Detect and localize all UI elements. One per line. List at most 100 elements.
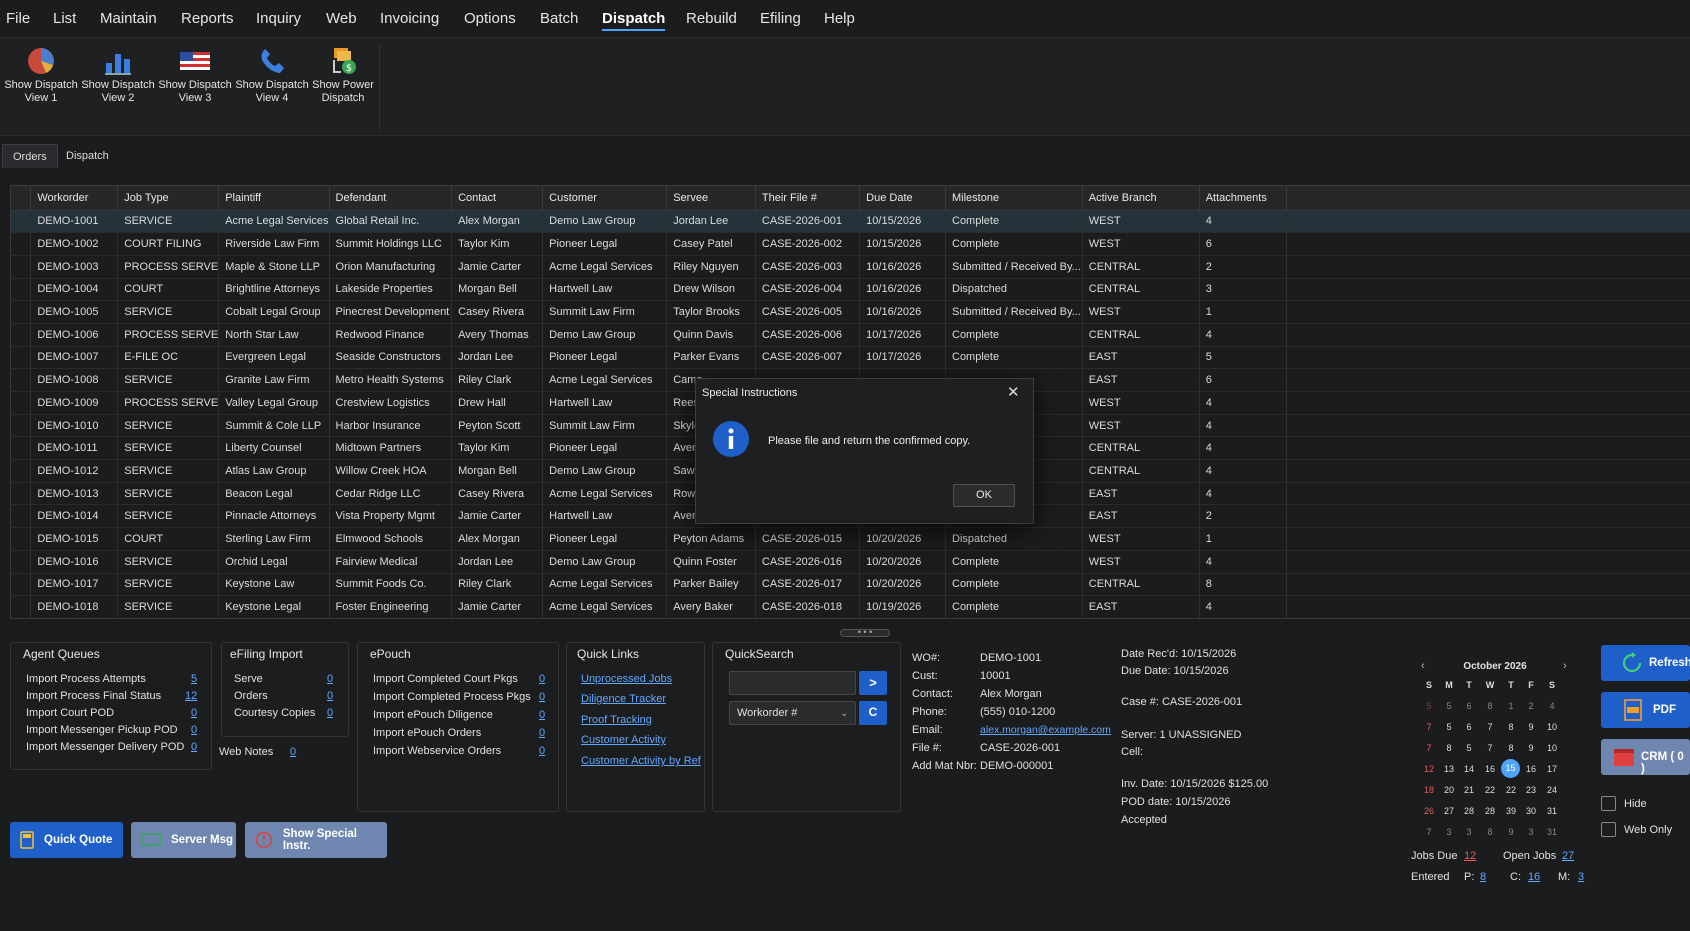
calendar-day[interactable]: 22 [1505,785,1516,795]
calendar-day[interactable]: 9 [1528,743,1534,753]
calendar-day[interactable]: 6 [1466,722,1472,732]
queue-count[interactable]: 5 [191,673,198,685]
calendar-prev-button[interactable]: ‹ [1421,660,1425,672]
calendar-day[interactable]: 17 [1546,764,1557,774]
queue-count[interactable]: 0 [191,724,198,736]
row-indicator[interactable] [11,414,32,438]
menu-file[interactable]: File [6,10,31,27]
email-link[interactable]: alex.morgan@example.com [980,724,1111,736]
row-indicator[interactable] [11,323,32,347]
row-indicator[interactable] [11,232,32,256]
calendar-day[interactable]: 2 [1528,701,1534,711]
calendar-day[interactable]: 28 [1463,806,1474,816]
show-special-instr-button[interactable]: Show Special Instr. [245,822,387,858]
calendar-day[interactable]: 16 [1484,764,1495,774]
table-row[interactable]: DEMO-1003 PROCESS SERVE Maple & Stone LLP O… [11,255,1690,279]
pdf-button[interactable]: PDF [1601,692,1690,728]
calendar-day[interactable]: 30 [1525,806,1536,816]
m-count[interactable]: 3 [1578,871,1585,883]
table-row[interactable]: DEMO-1004 COURT Brightline Attorneys Lakesi… [11,278,1690,302]
calendar-day[interactable]: 3 [1466,827,1472,837]
calendar-day[interactable]: 7 [1487,743,1493,753]
calendar-day[interactable]: 9 [1508,827,1514,837]
menu-reports[interactable]: Reports [181,10,234,27]
link-customer-activity[interactable]: Customer Activity [581,734,666,746]
calendar-day[interactable]: 7 [1426,743,1432,753]
link-unprocessed-jobs[interactable]: Unprocessed Jobs [581,673,673,685]
menu-rebuild[interactable]: Rebuild [686,10,737,27]
calendar-day[interactable]: 7 [1426,827,1432,837]
table-row[interactable]: DEMO-1016 SERVICE Orchid Legal Fairview Med… [11,550,1690,574]
calendar-day[interactable]: 14 [1463,764,1474,774]
row-indicator[interactable] [11,300,32,324]
calendar-day[interactable]: 31 [1546,806,1557,816]
calendar-day[interactable]: 24 [1546,785,1557,795]
calendar-day[interactable]: 9 [1528,722,1534,732]
row-indicator[interactable] [11,278,32,302]
table-row[interactable]: DEMO-1001 SERVICE Acme Legal Services Globa… [11,210,1690,234]
efiling-count[interactable]: 0 [327,690,334,702]
column-header[interactable]: Due Date [859,186,946,211]
calendar-day[interactable]: 8 [1487,827,1493,837]
calendar-day[interactable]: 31 [1546,827,1557,837]
hide-checkbox[interactable] [1601,796,1616,811]
calendar-day[interactable]: 4 [1549,701,1555,711]
c-count[interactable]: 16 [1528,871,1541,883]
epouch-count[interactable]: 0 [539,691,546,703]
calendar-day[interactable]: 15 [1501,759,1520,778]
column-header[interactable]: Their File # [755,186,861,211]
column-header[interactable]: Contact [451,186,544,211]
calendar-day[interactable]: 28 [1484,806,1495,816]
queue-count[interactable]: 12 [185,690,198,702]
calendar-day[interactable]: 20 [1443,785,1454,795]
quick-search-go-button[interactable]: > [859,671,887,695]
table-row[interactable]: DEMO-1018 SERVICE Keystone Legal Foster Eng… [11,595,1690,618]
calendar-day[interactable]: 26 [1423,806,1434,816]
column-header[interactable]: Servee [666,186,756,211]
crm-button[interactable]: CRM ( 0 ) [1601,739,1690,775]
column-header[interactable]: Active Branch [1082,186,1200,211]
calendar-day[interactable]: 1 [1508,701,1514,711]
row-indicator[interactable] [11,346,32,370]
calendar-day[interactable]: 3 [1446,827,1452,837]
calendar-day[interactable]: 8 [1446,743,1452,753]
show-dispatch-view-3-button[interactable]: Show Dispatch View 3 [157,46,233,105]
calendar-day[interactable]: 22 [1484,785,1495,795]
row-indicator[interactable] [11,482,32,506]
panel-splitter[interactable]: • • • [840,628,890,637]
calendar-day[interactable]: 5 [1446,701,1452,711]
show-dispatch-view-2-button[interactable]: Show Dispatch View 2 [80,46,156,105]
efiling-count[interactable]: 0 [327,673,334,685]
dialog-ok-button[interactable]: OK [953,484,1015,507]
table-row[interactable]: DEMO-1010 SERVICE Summit & Cole LLP Harbor … [11,414,1690,438]
menu-list[interactable]: List [53,10,77,27]
tab-orders[interactable]: Orders [2,144,58,168]
table-row[interactable]: DEMO-1006 PROCESS SERVE North Star Law Redw… [11,323,1690,347]
link-customer-activity-by-ref[interactable]: Customer Activity by Ref [581,755,701,767]
row-indicator[interactable] [11,459,32,483]
calendar-day[interactable]: 5 [1466,743,1472,753]
row-indicator[interactable] [11,368,32,392]
table-row[interactable]: DEMO-1015 COURT Sterling Law Firm Elmwood S… [11,527,1690,551]
epouch-count[interactable]: 0 [539,673,546,685]
refresh-button[interactable]: Refresh [1601,645,1690,681]
menu-web[interactable]: Web [326,10,357,27]
row-indicator[interactable] [11,391,32,415]
epouch-count[interactable]: 0 [539,745,546,757]
column-header[interactable]: Defendant [329,186,453,211]
calendar-day[interactable]: 10 [1546,743,1557,753]
efiling-count[interactable]: 0 [327,707,334,719]
quick-quote-button[interactable]: Quick Quote [10,822,123,858]
epouch-count[interactable]: 0 [539,709,546,721]
server-msg-button[interactable]: Server Msg [131,822,236,858]
row-indicator[interactable] [11,255,32,279]
column-header[interactable]: Workorder [30,186,119,211]
open-jobs-count[interactable]: 27 [1562,850,1575,862]
epouch-count[interactable]: 0 [539,727,546,739]
table-row[interactable]: DEMO-1008 SERVICE Granite Law Firm Metro He… [11,368,1690,392]
calendar-day[interactable]: 12 [1423,764,1434,774]
calendar-day[interactable]: 6 [1466,701,1472,711]
calendar-day[interactable]: 21 [1463,785,1474,795]
column-header[interactable]: Attachments [1199,186,1287,211]
table-row[interactable]: DEMO-1005 SERVICE Cobalt Legal Group Pinecr… [11,300,1690,324]
